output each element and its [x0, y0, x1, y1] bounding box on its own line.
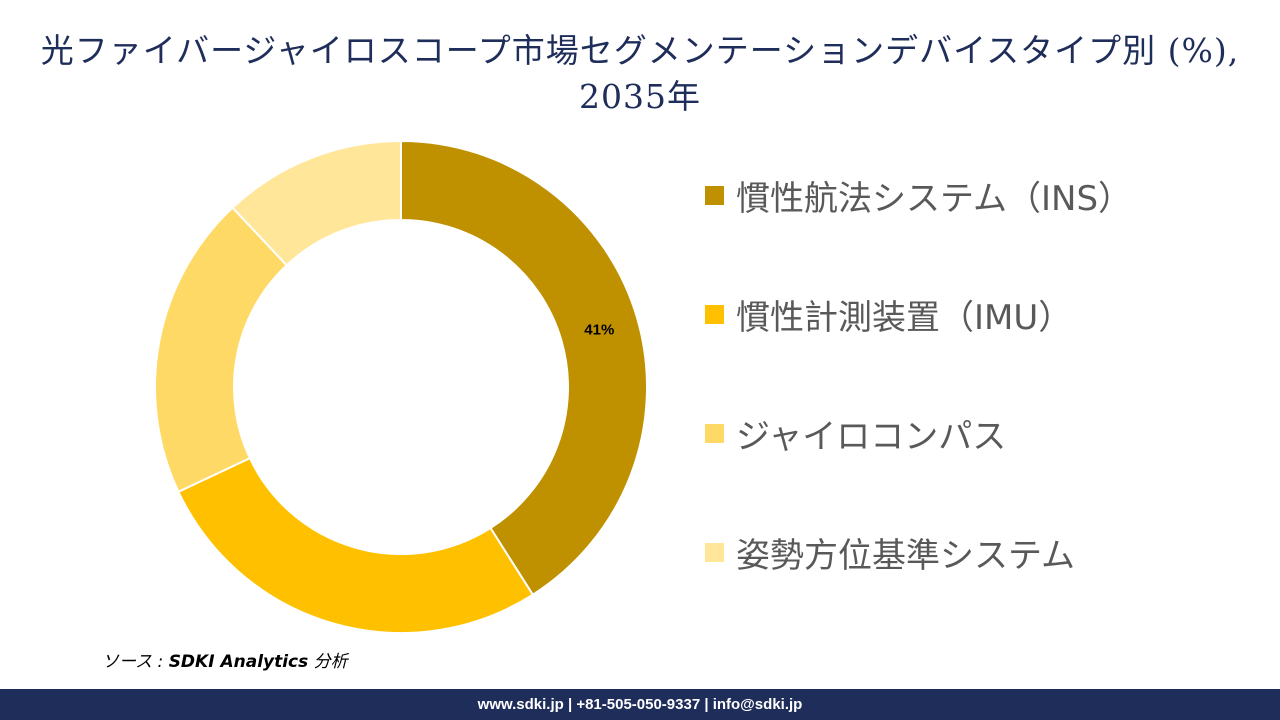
legend-label: 慣性航法システム（INS） — [736, 178, 1133, 219]
legend-swatch — [705, 304, 724, 324]
legend-swatch — [705, 185, 724, 205]
legend-item-imu: 慣性計測装置（IMU） — [705, 284, 1265, 344]
source-prefix: ソース : — [102, 652, 169, 672]
legend-label: 慣性計測装置（IMU） — [736, 297, 1073, 338]
legend-label: 姿勢方位基準システム — [736, 535, 1075, 576]
donut-slice — [154, 206, 289, 494]
source-name: SDKI Analytics — [168, 652, 309, 672]
donut-slice — [400, 139, 648, 597]
legend-item-ins: 慣性航法システム（INS） — [705, 165, 1265, 225]
legend-label: ジャイロコンパス — [736, 416, 1007, 457]
legend-item-ahrs: 姿勢方位基準システム — [705, 522, 1265, 582]
slice-data-label: 41% — [584, 321, 614, 338]
donut-slice — [177, 456, 535, 634]
source-suffix: 分析 — [308, 652, 348, 672]
chart-title: 光ファイバージャイロスコープ市場セグメンテーションデバイスタイプ別 (%), 2… — [40, 31, 1240, 116]
donut-slice — [231, 139, 402, 267]
legend-swatch — [705, 542, 724, 562]
source-note: ソース : SDKI Analytics 分析 — [102, 647, 348, 672]
legend-swatch — [705, 423, 724, 443]
legend-item-gyrocompass: ジャイロコンパス — [705, 403, 1265, 463]
chart-legend: 慣性航法システム（INS） 慣性計測装置（IMU） ジャイロコンパス 姿勢方位基… — [705, 165, 1265, 641]
footer-contact: www.sdki.jp | +81-505-050-9337 | info@sd… — [0, 689, 1280, 720]
